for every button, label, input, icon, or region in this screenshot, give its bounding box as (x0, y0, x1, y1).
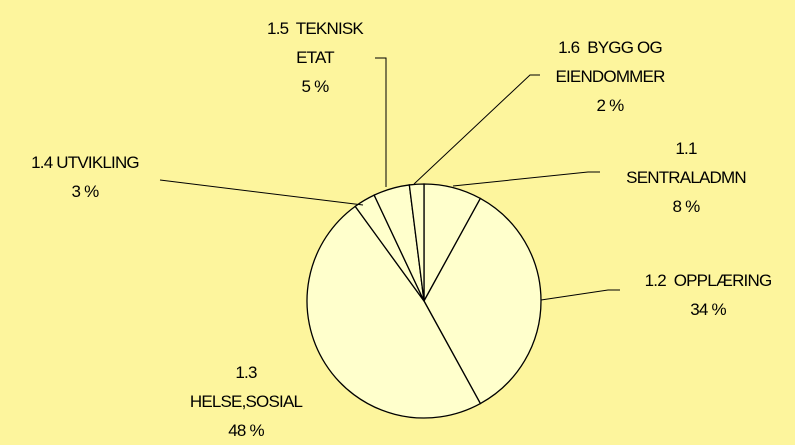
leader-line (540, 289, 620, 301)
value-label: 3 % (71, 182, 100, 201)
value-label: 2 % (596, 96, 625, 115)
slice-label: 1.2 OPPLÆRING (644, 271, 773, 290)
leader-line (452, 171, 600, 187)
slice-label: 1.5 TEKNISK ETAT (267, 19, 364, 67)
value-label: 8 % (672, 197, 701, 216)
pie-slice (423, 197, 542, 405)
leader-line (159, 179, 364, 206)
leader-line (375, 57, 387, 187)
slice-label: 1.3 HELSE,SOSIAL (189, 363, 303, 411)
value-label: 34 % (690, 300, 726, 319)
slice-label: 1.6 BYGG OG EIENDOMMER (555, 38, 665, 86)
value-label: 48 % (228, 421, 264, 440)
value-label: 5 % (301, 77, 330, 96)
pie-slice (306, 205, 482, 419)
slice-label: 1.1 SENTRALADMN (626, 139, 746, 187)
leader-line (413, 74, 540, 185)
pie-slice (408, 183, 425, 302)
slice-label: 1.4 UTVIKLING (31, 153, 140, 172)
